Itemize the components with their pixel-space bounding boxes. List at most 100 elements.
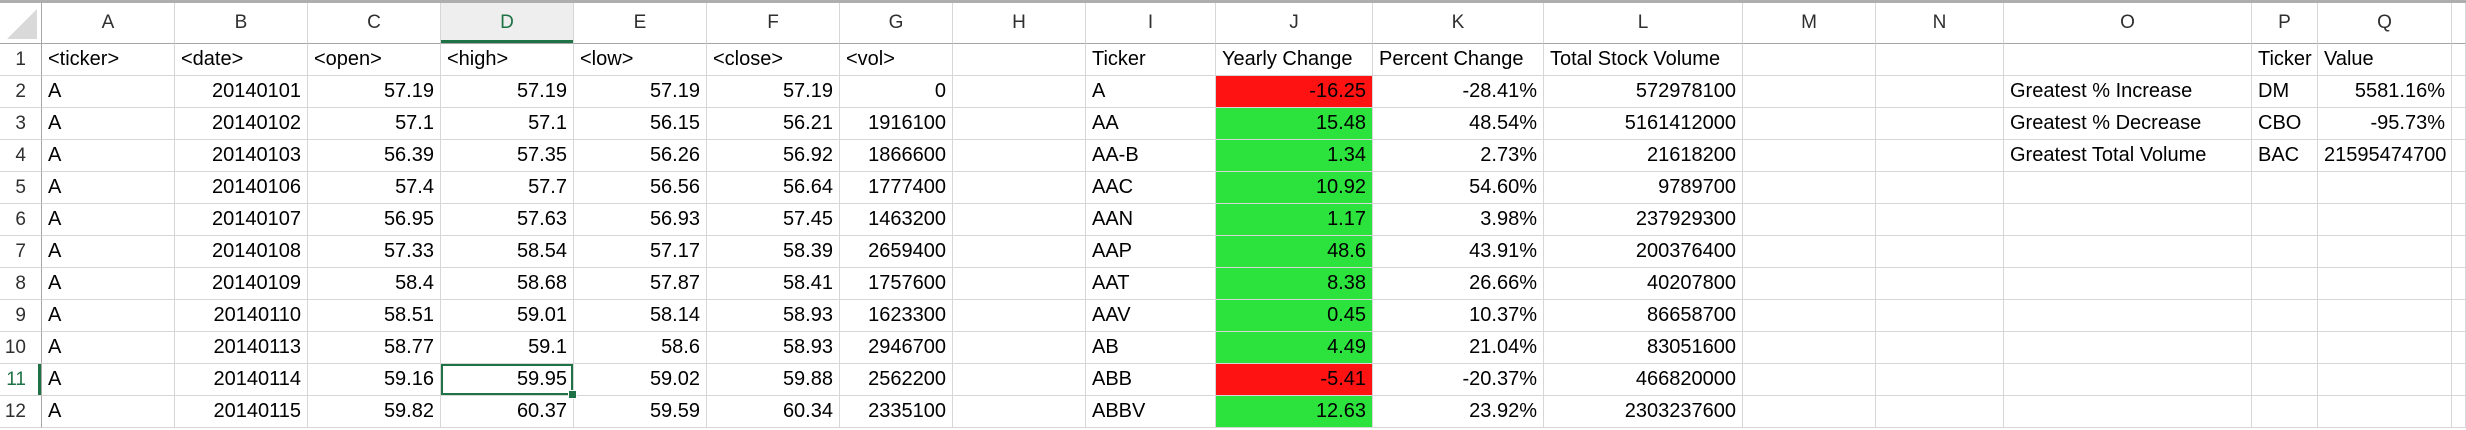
cell-N8[interactable] (1876, 268, 2004, 300)
cell-N4[interactable] (1876, 140, 2004, 172)
cell-I9[interactable]: AAV (1086, 300, 1216, 332)
select-all-corner[interactable] (0, 3, 42, 44)
cell-sliver-5[interactable] (2452, 172, 2466, 204)
cell-J10[interactable]: 4.49 (1216, 332, 1373, 364)
cell-I3[interactable]: AA (1086, 108, 1216, 140)
column-header-F[interactable]: F (707, 3, 840, 44)
cell-E9[interactable]: 58.14 (574, 300, 707, 332)
cell-N9[interactable] (1876, 300, 2004, 332)
cell-M5[interactable] (1743, 172, 1876, 204)
row-header-5[interactable]: 5 (0, 172, 42, 204)
cell-Q8[interactable] (2318, 268, 2452, 300)
cell-I1[interactable]: Ticker (1086, 44, 1216, 76)
cell-F7[interactable]: 58.39 (707, 236, 840, 268)
cell-Q3[interactable]: -95.73% (2318, 108, 2452, 140)
cell-L12[interactable]: 2303237600 (1544, 396, 1743, 428)
cell-G8[interactable]: 1757600 (840, 268, 953, 300)
cell-P6[interactable] (2252, 204, 2318, 236)
cell-P2[interactable]: DM (2252, 76, 2318, 108)
cell-K7[interactable]: 43.91% (1373, 236, 1544, 268)
cell-J8[interactable]: 8.38 (1216, 268, 1373, 300)
cell-D4[interactable]: 57.35 (441, 140, 574, 172)
cell-H9[interactable] (953, 300, 1086, 332)
cell-I6[interactable]: AAN (1086, 204, 1216, 236)
cell-H2[interactable] (953, 76, 1086, 108)
cell-M3[interactable] (1743, 108, 1876, 140)
cell-I5[interactable]: AAC (1086, 172, 1216, 204)
cell-G6[interactable]: 1463200 (840, 204, 953, 236)
cell-Q7[interactable] (2318, 236, 2452, 268)
cell-Q10[interactable] (2318, 332, 2452, 364)
column-header-sliver[interactable] (2452, 3, 2466, 44)
cell-B11[interactable]: 20140114 (175, 364, 308, 396)
cell-J7[interactable]: 48.6 (1216, 236, 1373, 268)
cell-O10[interactable] (2004, 332, 2252, 364)
cell-N2[interactable] (1876, 76, 2004, 108)
cell-O5[interactable] (2004, 172, 2252, 204)
cell-B2[interactable]: 20140101 (175, 76, 308, 108)
cell-O3[interactable]: Greatest % Decrease (2004, 108, 2252, 140)
cell-K12[interactable]: 23.92% (1373, 396, 1544, 428)
cell-Q12[interactable] (2318, 396, 2452, 428)
row-header-11[interactable]: 11 (0, 364, 42, 396)
cell-G1[interactable]: <vol> (840, 44, 953, 76)
cell-C7[interactable]: 57.33 (308, 236, 441, 268)
row-header-2[interactable]: 2 (0, 76, 42, 108)
cell-F8[interactable]: 58.41 (707, 268, 840, 300)
cell-A4[interactable]: A (42, 140, 175, 172)
cell-M10[interactable] (1743, 332, 1876, 364)
cell-sliver-8[interactable] (2452, 268, 2466, 300)
cell-O12[interactable] (2004, 396, 2252, 428)
column-header-A[interactable]: A (42, 3, 175, 44)
cell-P9[interactable] (2252, 300, 2318, 332)
cell-P4[interactable]: BAC (2252, 140, 2318, 172)
cell-B4[interactable]: 20140103 (175, 140, 308, 172)
cell-G7[interactable]: 2659400 (840, 236, 953, 268)
cell-M9[interactable] (1743, 300, 1876, 332)
column-header-K[interactable]: K (1373, 3, 1544, 44)
cell-sliver-4[interactable] (2452, 140, 2466, 172)
cell-J12[interactable]: 12.63 (1216, 396, 1373, 428)
cell-D9[interactable]: 59.01 (441, 300, 574, 332)
column-header-B[interactable]: B (175, 3, 308, 44)
cell-H1[interactable] (953, 44, 1086, 76)
cell-M6[interactable] (1743, 204, 1876, 236)
cell-I4[interactable]: AA-B (1086, 140, 1216, 172)
cell-F1[interactable]: <close> (707, 44, 840, 76)
cell-P5[interactable] (2252, 172, 2318, 204)
cell-N10[interactable] (1876, 332, 2004, 364)
cell-K5[interactable]: 54.60% (1373, 172, 1544, 204)
cell-Q6[interactable] (2318, 204, 2452, 236)
cell-L6[interactable]: 237929300 (1544, 204, 1743, 236)
cell-P8[interactable] (2252, 268, 2318, 300)
cell-Q9[interactable] (2318, 300, 2452, 332)
cell-A7[interactable]: A (42, 236, 175, 268)
cell-I11[interactable]: ABB (1086, 364, 1216, 396)
cell-M8[interactable] (1743, 268, 1876, 300)
row-header-6[interactable]: 6 (0, 204, 42, 236)
cell-L3[interactable]: 5161412000 (1544, 108, 1743, 140)
cell-J4[interactable]: 1.34 (1216, 140, 1373, 172)
cell-F9[interactable]: 58.93 (707, 300, 840, 332)
cell-K2[interactable]: -28.41% (1373, 76, 1544, 108)
cell-A3[interactable]: A (42, 108, 175, 140)
cell-I7[interactable]: AAP (1086, 236, 1216, 268)
cell-P11[interactable] (2252, 364, 2318, 396)
cell-M12[interactable] (1743, 396, 1876, 428)
cell-G3[interactable]: 1916100 (840, 108, 953, 140)
cell-A1[interactable]: <ticker> (42, 44, 175, 76)
cell-B6[interactable]: 20140107 (175, 204, 308, 236)
column-header-Q[interactable]: Q (2318, 3, 2452, 44)
cell-sliver-6[interactable] (2452, 204, 2466, 236)
cell-B10[interactable]: 20140113 (175, 332, 308, 364)
cell-M4[interactable] (1743, 140, 1876, 172)
cell-N7[interactable] (1876, 236, 2004, 268)
row-header-10[interactable]: 10 (0, 332, 42, 364)
column-header-C[interactable]: C (308, 3, 441, 44)
cell-E2[interactable]: 57.19 (574, 76, 707, 108)
cell-H10[interactable] (953, 332, 1086, 364)
cell-L2[interactable]: 572978100 (1544, 76, 1743, 108)
cell-A2[interactable]: A (42, 76, 175, 108)
cell-B5[interactable]: 20140106 (175, 172, 308, 204)
cell-C3[interactable]: 57.1 (308, 108, 441, 140)
